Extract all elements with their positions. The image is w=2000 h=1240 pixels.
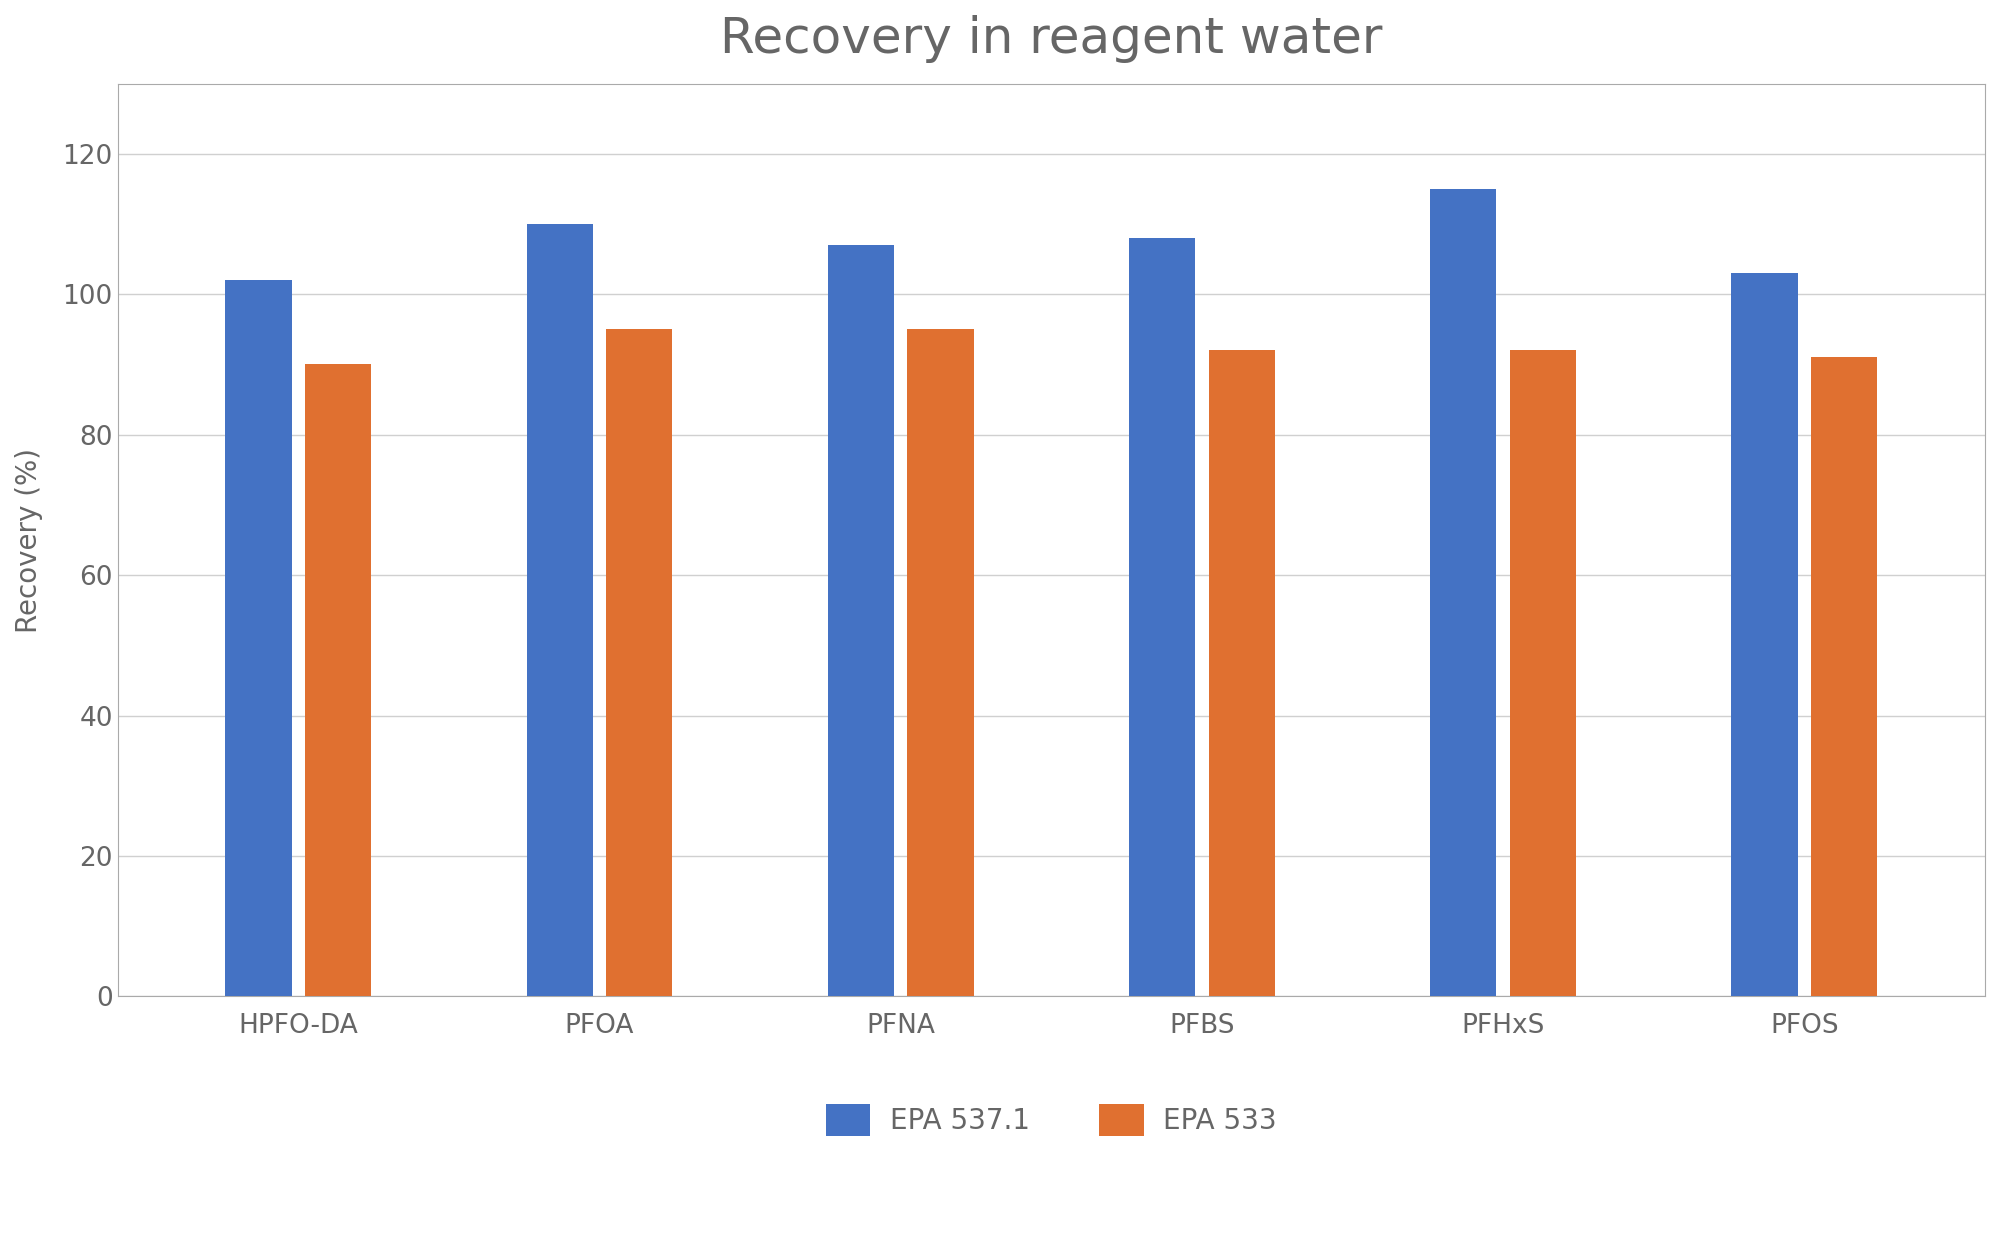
Bar xyxy=(1128,238,1196,997)
Bar xyxy=(1510,351,1576,997)
Bar xyxy=(1430,188,1496,997)
Title: Recovery in reagent water: Recovery in reagent water xyxy=(720,15,1382,63)
Bar xyxy=(304,365,372,997)
Bar xyxy=(1810,357,1878,997)
Bar xyxy=(908,330,974,997)
Bar xyxy=(828,246,894,997)
Bar xyxy=(526,224,592,997)
Legend: EPA 537.1, EPA 533: EPA 537.1, EPA 533 xyxy=(814,1092,1288,1147)
Bar xyxy=(226,280,292,997)
Bar xyxy=(1208,351,1274,997)
Y-axis label: Recovery (%): Recovery (%) xyxy=(14,448,42,632)
Bar xyxy=(1732,273,1798,997)
Bar xyxy=(606,330,672,997)
